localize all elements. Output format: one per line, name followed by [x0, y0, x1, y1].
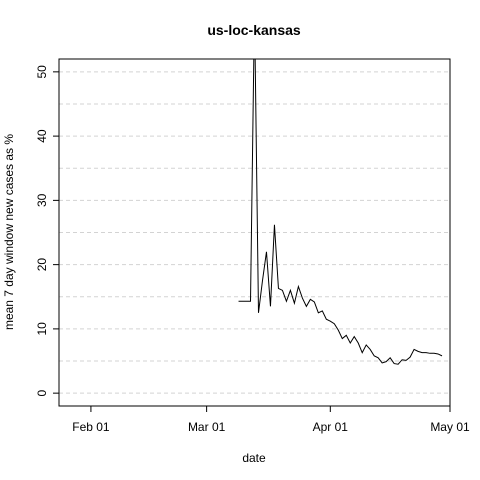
y-axis-label: mean 7 day window new cases as % — [2, 134, 16, 330]
y-tick-label: 40 — [35, 129, 49, 143]
y-tick-label: 30 — [35, 193, 49, 207]
y-tick-label: 10 — [35, 322, 49, 336]
x-tick-label: Apr 01 — [313, 420, 349, 434]
x-axis-label: date — [242, 451, 266, 465]
y-tick-label: 20 — [35, 258, 49, 272]
plot-frame — [58, 58, 451, 407]
axes: 0 10 20 30 40 50 Feb 01 Mar 01 Apr 01 May 01 — [35, 65, 470, 434]
series-layer — [238, 59, 443, 365]
x-tick-label: May 01 — [430, 420, 470, 434]
series-line-0 — [238, 59, 443, 365]
y-tick-label: 50 — [35, 65, 49, 79]
chart-title: us-loc-kansas — [207, 22, 301, 38]
x-tick-label: Feb 01 — [72, 420, 110, 434]
y-tick-label: 0 — [35, 389, 49, 396]
gridlines — [59, 71, 450, 394]
x-tick-label: Mar 01 — [188, 420, 226, 434]
